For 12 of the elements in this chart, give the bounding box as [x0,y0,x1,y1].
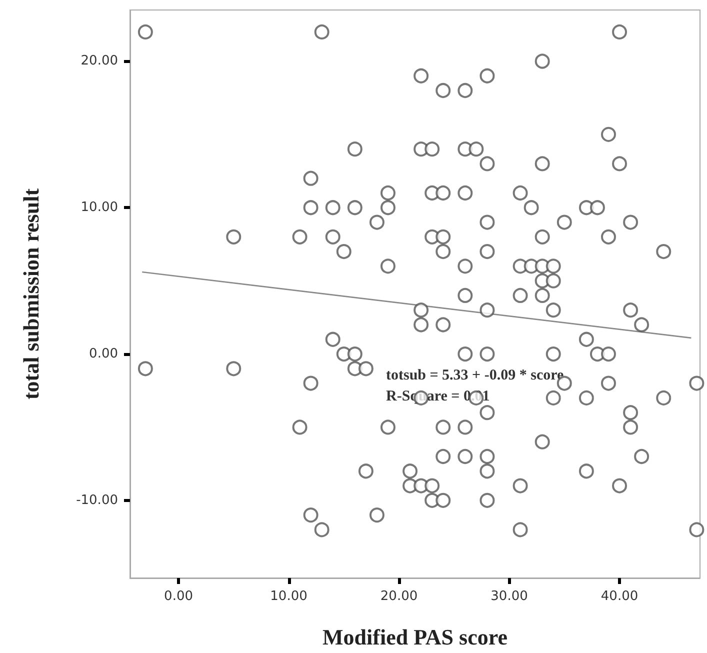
y-tick-label: -10.00 [76,492,118,508]
y-axis-title: total submission result [18,188,44,400]
x-axis-title: Modified PAS score [322,624,508,650]
y-tick-label: 0.00 [89,346,118,362]
annotation: totsub = 5.33 + -0.09 * score [386,368,564,384]
x-tick-label: 40.00 [600,589,638,604]
y-tick-label: 10.00 [80,200,118,216]
x-tick-label: 0.00 [164,589,193,604]
x-tick-label: 30.00 [490,589,528,604]
y-tick-label: 20.00 [80,54,118,69]
x-tick-label: 10.00 [270,589,308,604]
x-tick-label: 20.00 [380,589,418,604]
